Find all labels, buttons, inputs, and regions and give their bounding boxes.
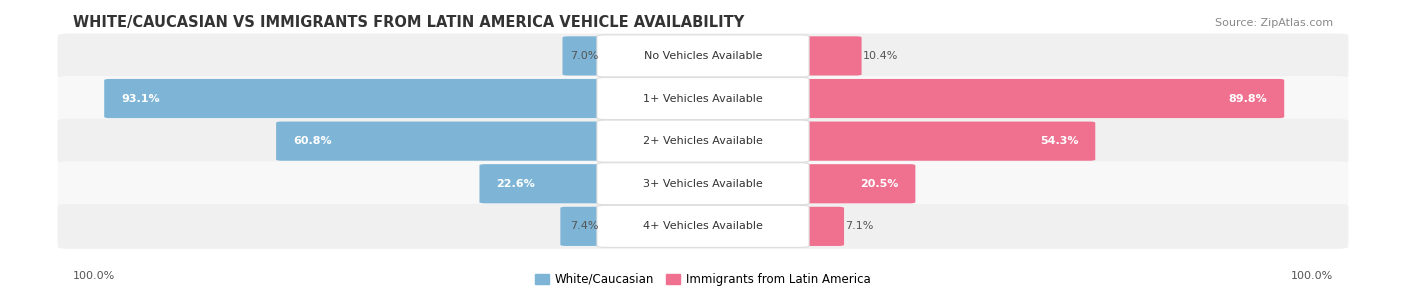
Text: 4+ Vehicles Available: 4+ Vehicles Available xyxy=(643,221,763,231)
Text: 2+ Vehicles Available: 2+ Vehicles Available xyxy=(643,136,763,146)
FancyBboxPatch shape xyxy=(58,204,1348,249)
FancyBboxPatch shape xyxy=(58,161,1348,206)
FancyBboxPatch shape xyxy=(598,35,808,77)
Text: 100.0%: 100.0% xyxy=(73,271,115,281)
FancyBboxPatch shape xyxy=(276,122,612,161)
FancyBboxPatch shape xyxy=(58,76,1348,121)
FancyBboxPatch shape xyxy=(479,164,612,203)
FancyBboxPatch shape xyxy=(104,79,612,118)
Legend: White/Caucasian, Immigrants from Latin America: White/Caucasian, Immigrants from Latin A… xyxy=(534,273,872,286)
Text: 22.6%: 22.6% xyxy=(496,179,536,189)
Text: 3+ Vehicles Available: 3+ Vehicles Available xyxy=(643,179,763,189)
FancyBboxPatch shape xyxy=(598,163,808,205)
Text: Source: ZipAtlas.com: Source: ZipAtlas.com xyxy=(1215,18,1333,28)
Text: 1+ Vehicles Available: 1+ Vehicles Available xyxy=(643,94,763,104)
FancyBboxPatch shape xyxy=(598,78,808,120)
FancyBboxPatch shape xyxy=(561,207,612,246)
Text: 20.5%: 20.5% xyxy=(860,179,898,189)
FancyBboxPatch shape xyxy=(598,120,808,162)
FancyBboxPatch shape xyxy=(794,164,915,203)
FancyBboxPatch shape xyxy=(562,36,612,76)
FancyBboxPatch shape xyxy=(794,79,1284,118)
Text: 93.1%: 93.1% xyxy=(121,94,160,104)
Text: 100.0%: 100.0% xyxy=(1291,271,1333,281)
Text: 60.8%: 60.8% xyxy=(292,136,332,146)
Text: No Vehicles Available: No Vehicles Available xyxy=(644,51,762,61)
FancyBboxPatch shape xyxy=(58,119,1348,164)
Text: 7.0%: 7.0% xyxy=(569,51,599,61)
FancyBboxPatch shape xyxy=(58,33,1348,78)
Text: 54.3%: 54.3% xyxy=(1040,136,1078,146)
FancyBboxPatch shape xyxy=(794,207,844,246)
FancyBboxPatch shape xyxy=(794,36,862,76)
Text: 7.1%: 7.1% xyxy=(845,221,873,231)
FancyBboxPatch shape xyxy=(598,205,808,247)
Text: WHITE/CAUCASIAN VS IMMIGRANTS FROM LATIN AMERICA VEHICLE AVAILABILITY: WHITE/CAUCASIAN VS IMMIGRANTS FROM LATIN… xyxy=(73,15,744,30)
FancyBboxPatch shape xyxy=(794,122,1095,161)
Text: 10.4%: 10.4% xyxy=(863,51,898,61)
Text: 89.8%: 89.8% xyxy=(1229,94,1267,104)
Text: 7.4%: 7.4% xyxy=(569,221,599,231)
